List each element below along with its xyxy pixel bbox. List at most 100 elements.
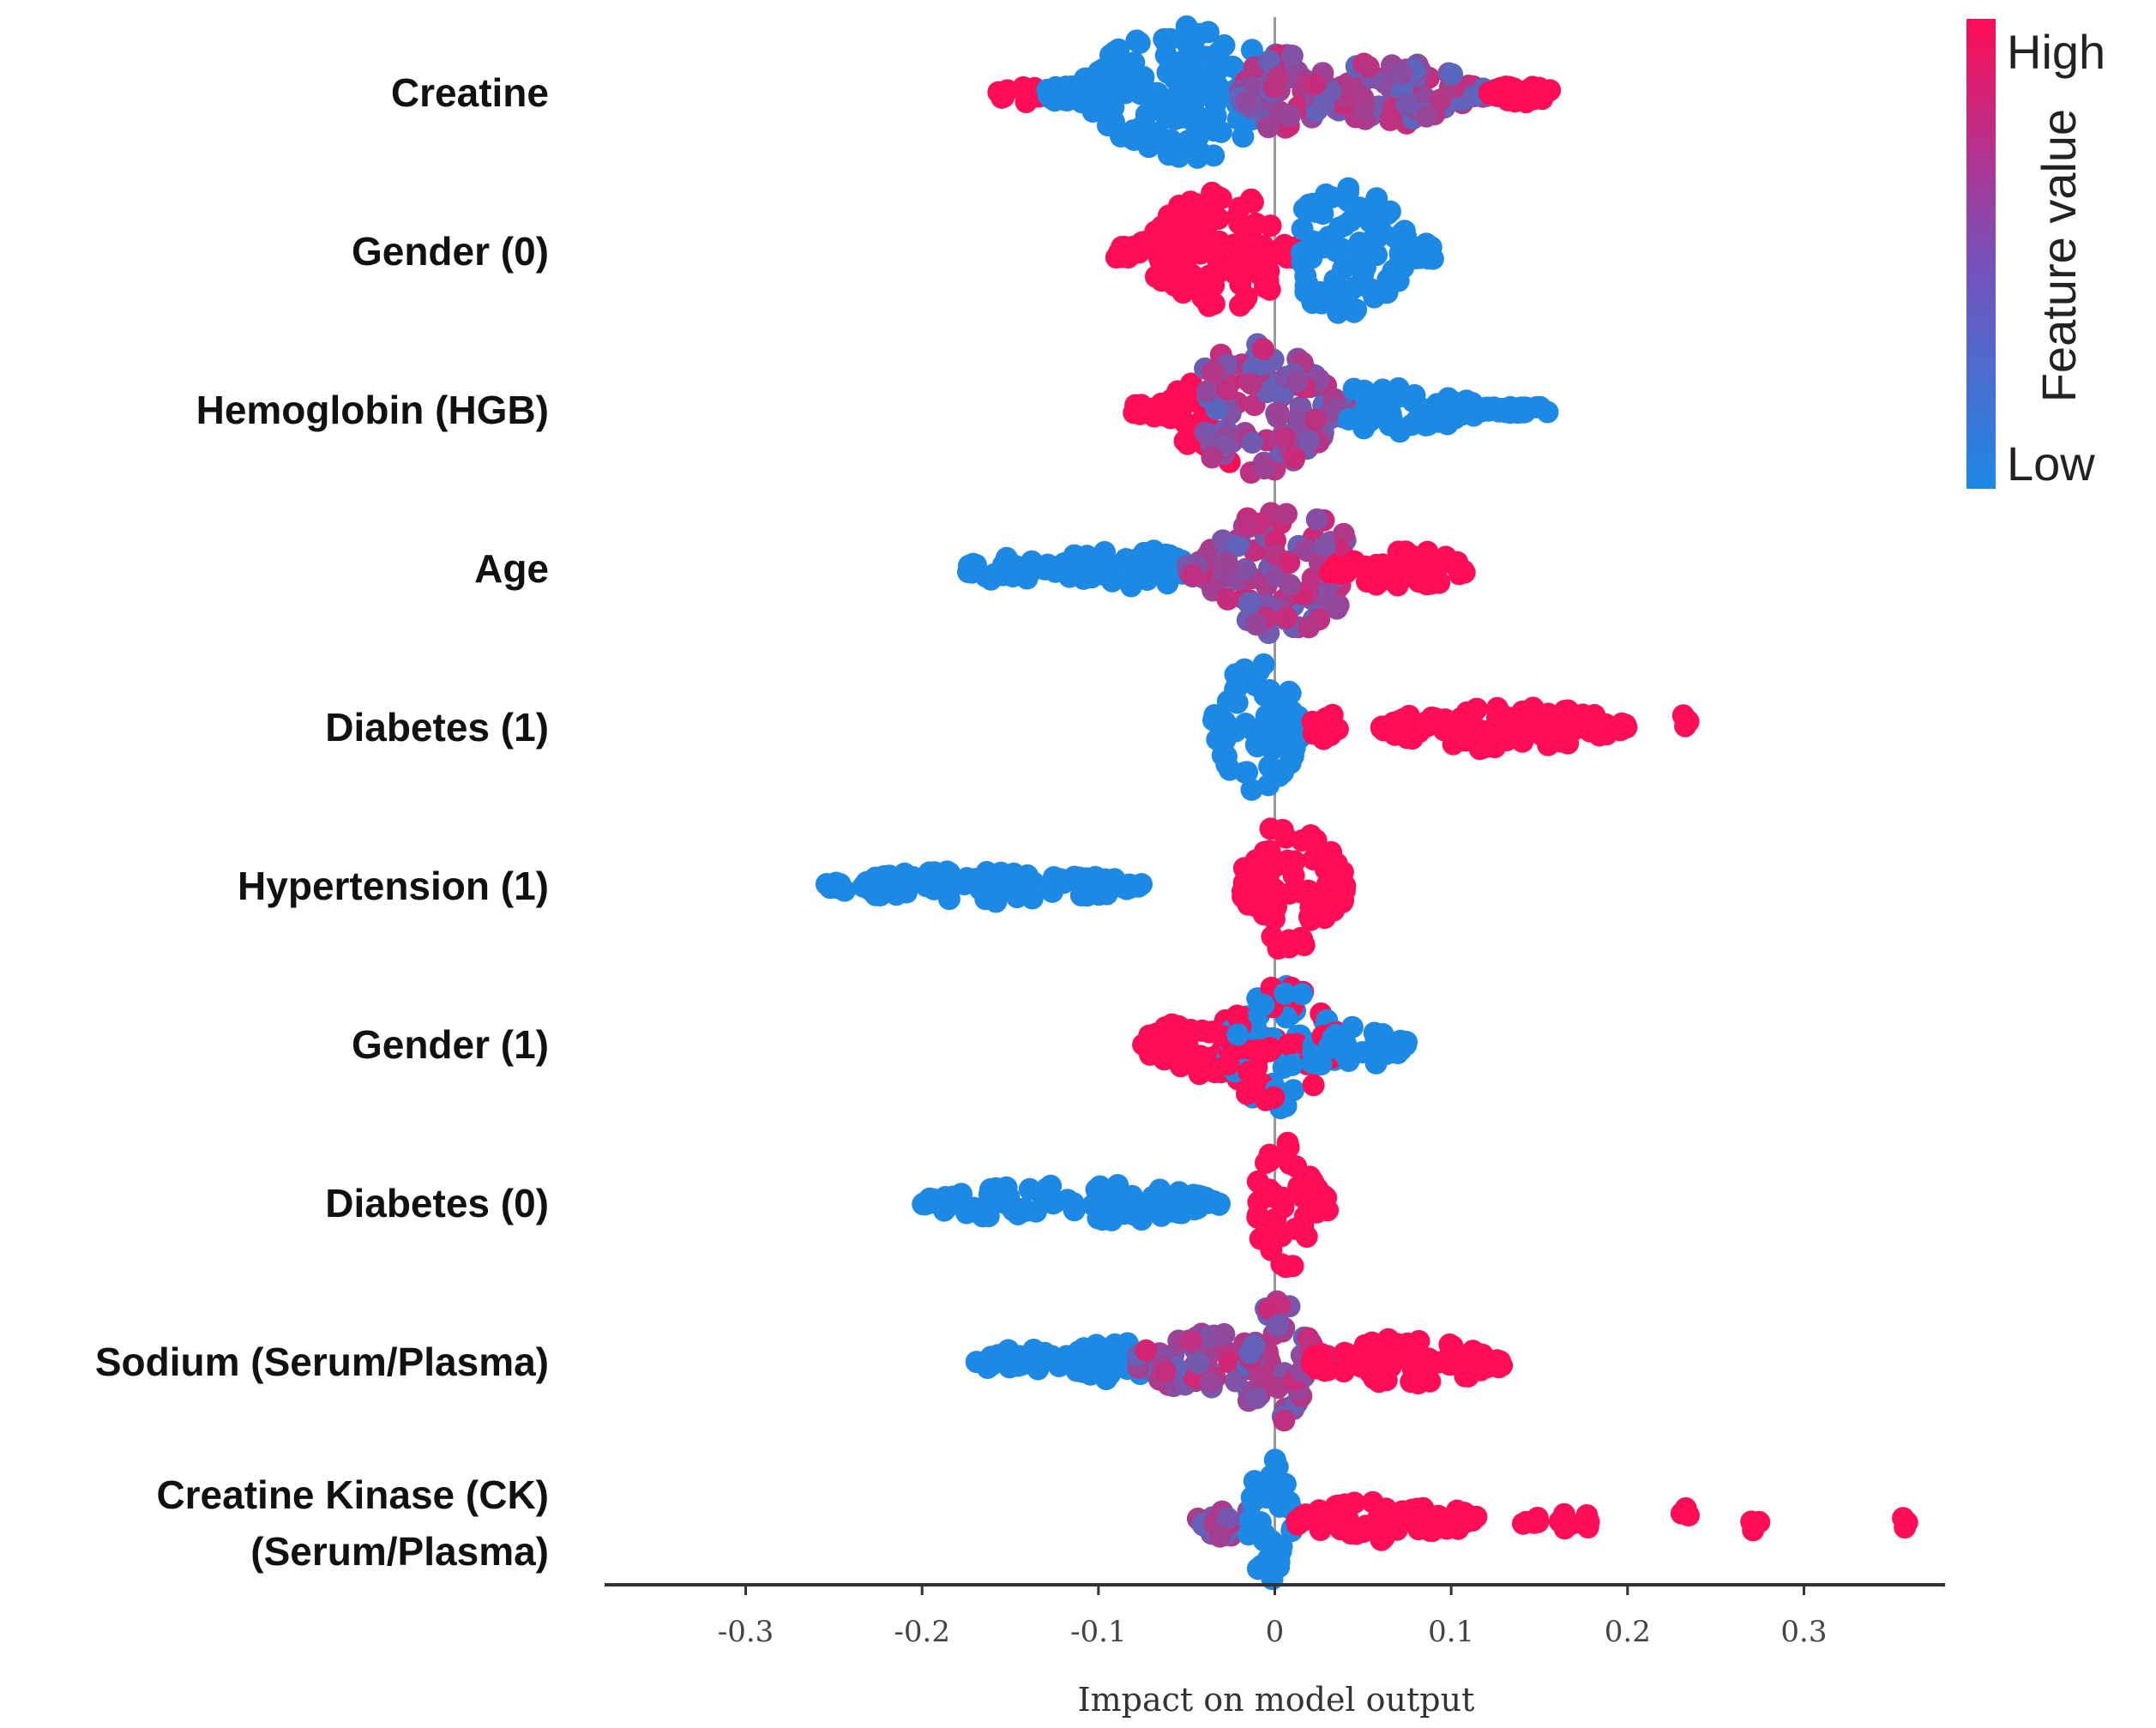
shap-point [1391,62,1413,85]
shap-point [1241,190,1264,214]
shap-point [1357,387,1380,410]
shap-point [1462,1358,1485,1381]
shap-point [1274,426,1297,449]
shap-point [1140,234,1163,257]
shap-point [1279,751,1302,774]
shap-point [1195,380,1219,403]
shap-point [1087,1207,1110,1230]
shap-point [1181,563,1204,587]
colorbar-gradient [1966,19,1996,489]
shap-point [1215,551,1238,575]
shap-point [1895,1511,1918,1534]
points-layer [815,15,1918,1591]
shap-point [1383,570,1406,593]
shap-point [1240,778,1263,801]
feature-row-2 [1123,333,1559,484]
shap-point [1409,1515,1432,1538]
shap-point [955,867,979,889]
shap-point [1292,1215,1315,1238]
shap-point [938,862,961,884]
shap-point [1333,214,1356,237]
shap-point [1176,432,1199,455]
shap-point [1087,97,1111,120]
shap-point [1312,727,1335,750]
shap-point [1291,1505,1314,1528]
shap-point [1235,1082,1258,1105]
shap-point [1579,719,1602,743]
shap-point [1363,286,1386,309]
shap-point [1112,1186,1135,1209]
shap-point [1456,1509,1479,1532]
shap-point [934,1186,957,1208]
shap-point [1051,559,1075,582]
shap-point [1449,726,1472,750]
shap-point [1280,1054,1304,1076]
shap-point [1190,283,1213,306]
shap-point [1314,710,1337,732]
shap-point [1205,398,1228,420]
shap-point [1154,31,1177,54]
shap-point [1208,1525,1232,1548]
shap-point [1175,81,1198,104]
shap-point [1512,1512,1534,1535]
shap-point [1298,1195,1321,1218]
shap-point [1120,78,1143,101]
shap-point [1275,503,1298,526]
shap-point [1223,233,1246,256]
shap-point [1334,874,1357,897]
shap-point [1292,197,1316,220]
shap-point [996,79,1019,102]
shap-point [1304,828,1328,852]
feature-row-7 [912,1131,1340,1279]
shap-point [1102,110,1125,133]
shap-point [1251,338,1274,361]
shap-point [1354,256,1376,279]
feature-label-0: Creatine [391,70,549,115]
shap-point [1267,401,1290,424]
feature-label-5: Hypertension (1) [238,864,549,908]
shap-point [1240,217,1263,240]
shap-point [1274,826,1298,849]
shap-point [1218,1351,1241,1374]
shap-point [1259,214,1282,238]
x-tick-label: -0.2 [894,1615,950,1649]
shap-point [1240,39,1263,62]
shap-point [1345,298,1368,321]
shap-point [1035,1177,1058,1201]
shap-point [1267,937,1290,960]
shap-point [1130,1208,1153,1231]
shap-point [1224,678,1247,701]
shap-point [1268,1556,1291,1579]
shap-point [923,877,946,900]
shap-point [1255,275,1277,298]
shap-point [1128,32,1151,54]
shap-point [1164,202,1187,226]
shap-point [1342,554,1364,577]
shap-point [1262,1086,1286,1109]
shap-point [1342,276,1365,299]
shap-point [1253,457,1276,480]
shap-point [1145,559,1168,582]
shap-point [1247,659,1270,683]
shap-point [1373,715,1395,738]
shap-point [1387,269,1410,292]
shap-point [1267,66,1290,89]
shap-point [1485,1354,1509,1377]
shap-point [1213,1322,1236,1346]
shap-point [1401,390,1424,412]
shap-point [1426,1351,1449,1374]
shap-point [1325,597,1348,620]
shap-point [1257,116,1280,139]
shap-point [1057,77,1080,100]
colorbar-title: Feature value [2032,109,2086,402]
shap-point [1278,551,1301,575]
shap-point [1456,391,1479,414]
shap-point [1189,1056,1212,1079]
shap-point [1305,508,1328,531]
shap-point [1217,1053,1240,1076]
x-tick-label: 0.1 [1428,1615,1474,1649]
shap-point [1095,882,1118,906]
shap-point [1266,1314,1289,1337]
shap-point [1238,1341,1262,1364]
